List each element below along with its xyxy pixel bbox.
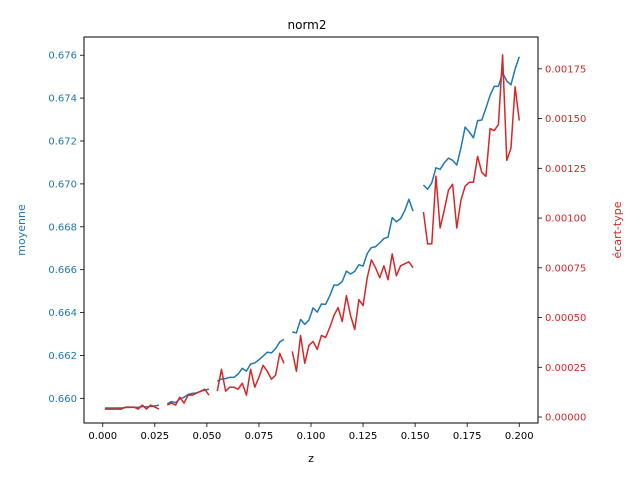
chart-title: norm2 <box>288 18 327 32</box>
y-axis-right-label: écart-type <box>611 201 624 258</box>
x-tick-label: 0.075 <box>245 431 274 442</box>
x-tick-label: 0.175 <box>453 431 482 442</box>
y-axis-left: 0.660 0.662 0.664 0.666 0.668 0.670 0.672 0.674… <box>48 51 84 405</box>
y-left-tick-label: 0.672 <box>48 137 77 148</box>
y-right-tick-label: 0.00150 <box>545 114 586 125</box>
y-right-tick-label: 0.00075 <box>545 263 586 274</box>
x-tick-label: 0.100 <box>297 431 326 442</box>
series-left-segment-2 <box>216 338 285 382</box>
x-tick-label: 0.025 <box>140 431 169 442</box>
y-right-tick-label: 0.00175 <box>545 64 586 75</box>
y-right-tick-label: 0.00100 <box>545 214 586 225</box>
y-axis-left-label: moyenne <box>15 204 28 256</box>
plot-frame <box>83 36 539 424</box>
y-right-tick-label: 0.00050 <box>545 313 586 324</box>
y-left-tick-label: 0.664 <box>48 308 77 319</box>
series-left-segment-3 <box>292 198 414 334</box>
x-tick-label: 0.050 <box>193 431 222 442</box>
series-right-segment-2 <box>216 352 285 396</box>
y-left-tick-label: 0.662 <box>48 351 77 362</box>
y-left-tick-label: 0.660 <box>48 394 77 405</box>
series-right-segment-4 <box>422 54 521 245</box>
y-right-tick-label: 0.00025 <box>545 363 586 374</box>
series-right-segment-1 <box>166 388 210 406</box>
x-tick-label: 0.150 <box>401 431 430 442</box>
y-left-tick-label: 0.666 <box>48 265 77 276</box>
y-left-tick-label: 0.668 <box>48 222 77 233</box>
x-tick-label: 0.125 <box>349 431 378 442</box>
y-right-tick-label: 0.00125 <box>545 164 586 175</box>
y-left-tick-label: 0.676 <box>48 51 77 62</box>
series-right-segment-3 <box>291 253 414 373</box>
y-right-tick-label: 0.00000 <box>545 413 586 424</box>
x-tick-label: 0.000 <box>88 431 117 442</box>
x-axis-label: z <box>308 452 314 465</box>
y-left-tick-label: 0.670 <box>48 179 77 190</box>
y-axis-right: 0.00000 0.00025 0.00050 0.00075 0.00100 0.001… <box>538 64 586 424</box>
plot-area <box>104 54 521 410</box>
y-left-tick-label: 0.674 <box>48 94 77 105</box>
series-right-segment-0 <box>104 404 160 410</box>
x-axis: 0.000 0.025 0.050 0.075 0.100 0.125 0.150 0.175… <box>88 423 534 442</box>
x-tick-label: 0.200 <box>505 431 534 442</box>
